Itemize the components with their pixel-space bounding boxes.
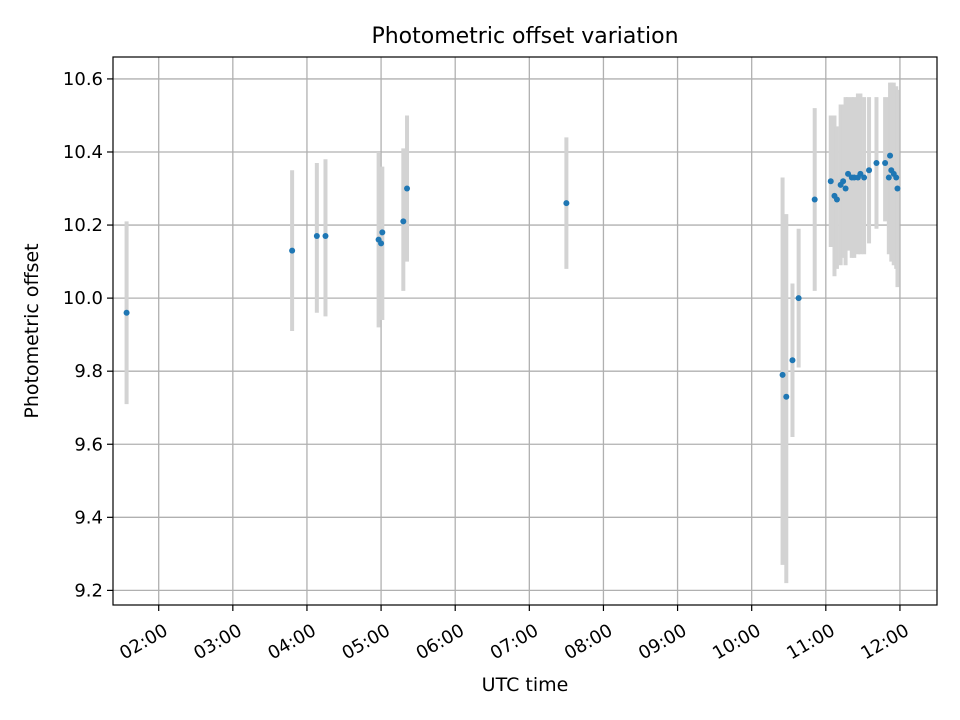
data-point — [861, 174, 868, 181]
data-point — [789, 357, 796, 364]
data-points — [123, 152, 901, 400]
grid-layer — [113, 57, 937, 605]
data-point — [783, 393, 790, 400]
data-point — [827, 178, 834, 185]
data-point — [811, 196, 818, 203]
data-point — [779, 371, 786, 378]
data-point — [857, 170, 864, 177]
data-point — [833, 196, 840, 203]
data-point — [885, 174, 892, 181]
data-point — [400, 218, 407, 225]
y-axis-label: Photometric offset — [21, 243, 43, 418]
plot-frame — [112, 56, 938, 606]
data-point — [313, 233, 320, 240]
y-tick-label: 9.2 — [74, 580, 103, 601]
data-point — [404, 185, 411, 192]
y-tick-label: 9.6 — [74, 434, 103, 455]
y-tick-label: 9.4 — [74, 507, 103, 528]
data-point — [842, 185, 849, 192]
data-point — [563, 200, 570, 207]
data-point — [795, 295, 802, 302]
y-tick-label: 10.4 — [63, 142, 103, 163]
data-point — [378, 240, 385, 247]
y-tick-label: 10.0 — [63, 288, 103, 309]
data-point — [873, 159, 880, 166]
data-point — [866, 167, 873, 174]
data-point — [894, 185, 901, 192]
x-axis-label: UTC time — [482, 674, 569, 696]
data-point — [893, 174, 900, 181]
data-point — [123, 309, 130, 316]
data-point — [840, 178, 847, 185]
data-point — [322, 233, 329, 240]
data-point — [289, 247, 296, 254]
data-point — [882, 159, 889, 166]
chart-title: Photometric offset variation — [371, 24, 678, 49]
y-tick-label: 10.6 — [63, 69, 103, 90]
data-point — [887, 152, 894, 159]
y-tick-label: 9.8 — [74, 361, 103, 382]
y-tick-label: 10.2 — [63, 215, 103, 236]
data-point — [379, 229, 386, 236]
data-point — [845, 170, 852, 177]
